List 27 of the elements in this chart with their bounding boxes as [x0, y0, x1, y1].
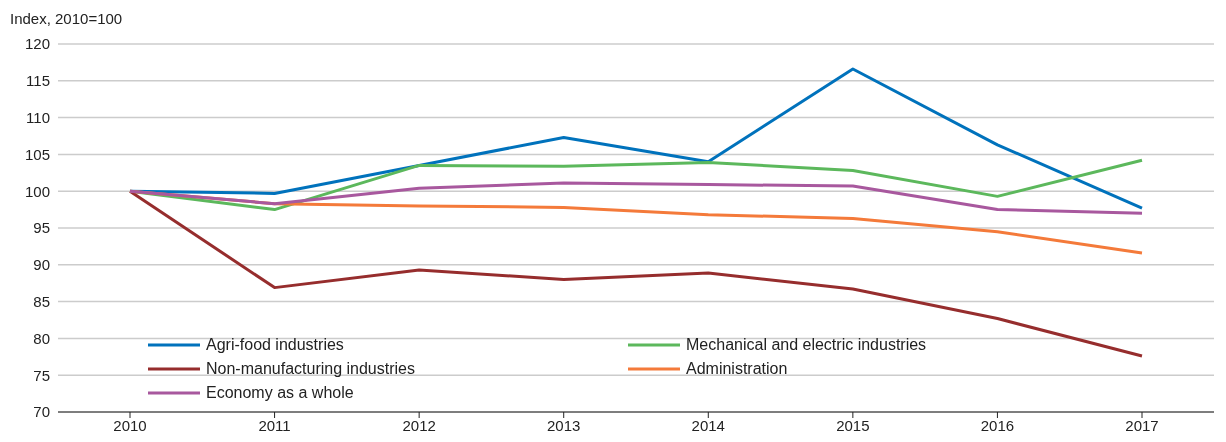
x-tick-label: 2014 [691, 416, 725, 434]
x-tick-label: 2013 [547, 416, 581, 434]
legend-label: Mechanical and electric industries [686, 336, 927, 354]
y-tick-label: 95 [33, 219, 50, 237]
y-tick-label: 90 [33, 256, 50, 274]
y-tick-label: 120 [24, 35, 50, 53]
x-tick-label: 2011 [258, 416, 291, 434]
x-tick-label: 2012 [402, 416, 436, 434]
y-tick-label: 70 [33, 403, 50, 421]
y-tick-label: 115 [26, 72, 50, 90]
y-tick-label: 85 [33, 292, 50, 310]
legend-label: Economy as a whole [206, 384, 354, 402]
y-tick-label: 105 [24, 145, 50, 163]
y-tick-label: 75 [33, 366, 50, 384]
x-tick-label: 2010 [113, 416, 147, 434]
y-tick-label: 80 [33, 329, 50, 347]
line-series [128, 189, 1144, 358]
y-axis-title: Index, 2010=100 [10, 10, 123, 27]
legend-label: Administration [686, 360, 788, 378]
line-series [128, 181, 1144, 215]
y-tick-label: 100 [24, 182, 50, 200]
y-tick-label: 110 [26, 108, 50, 126]
legend-label: Agri-food industries [206, 336, 344, 354]
x-tick-label: 2016 [980, 416, 1015, 434]
x-tick-label: 2017 [1125, 416, 1159, 434]
legend-label: Non-manufacturing industries [206, 360, 415, 378]
x-tick-label: 2015 [836, 416, 870, 434]
